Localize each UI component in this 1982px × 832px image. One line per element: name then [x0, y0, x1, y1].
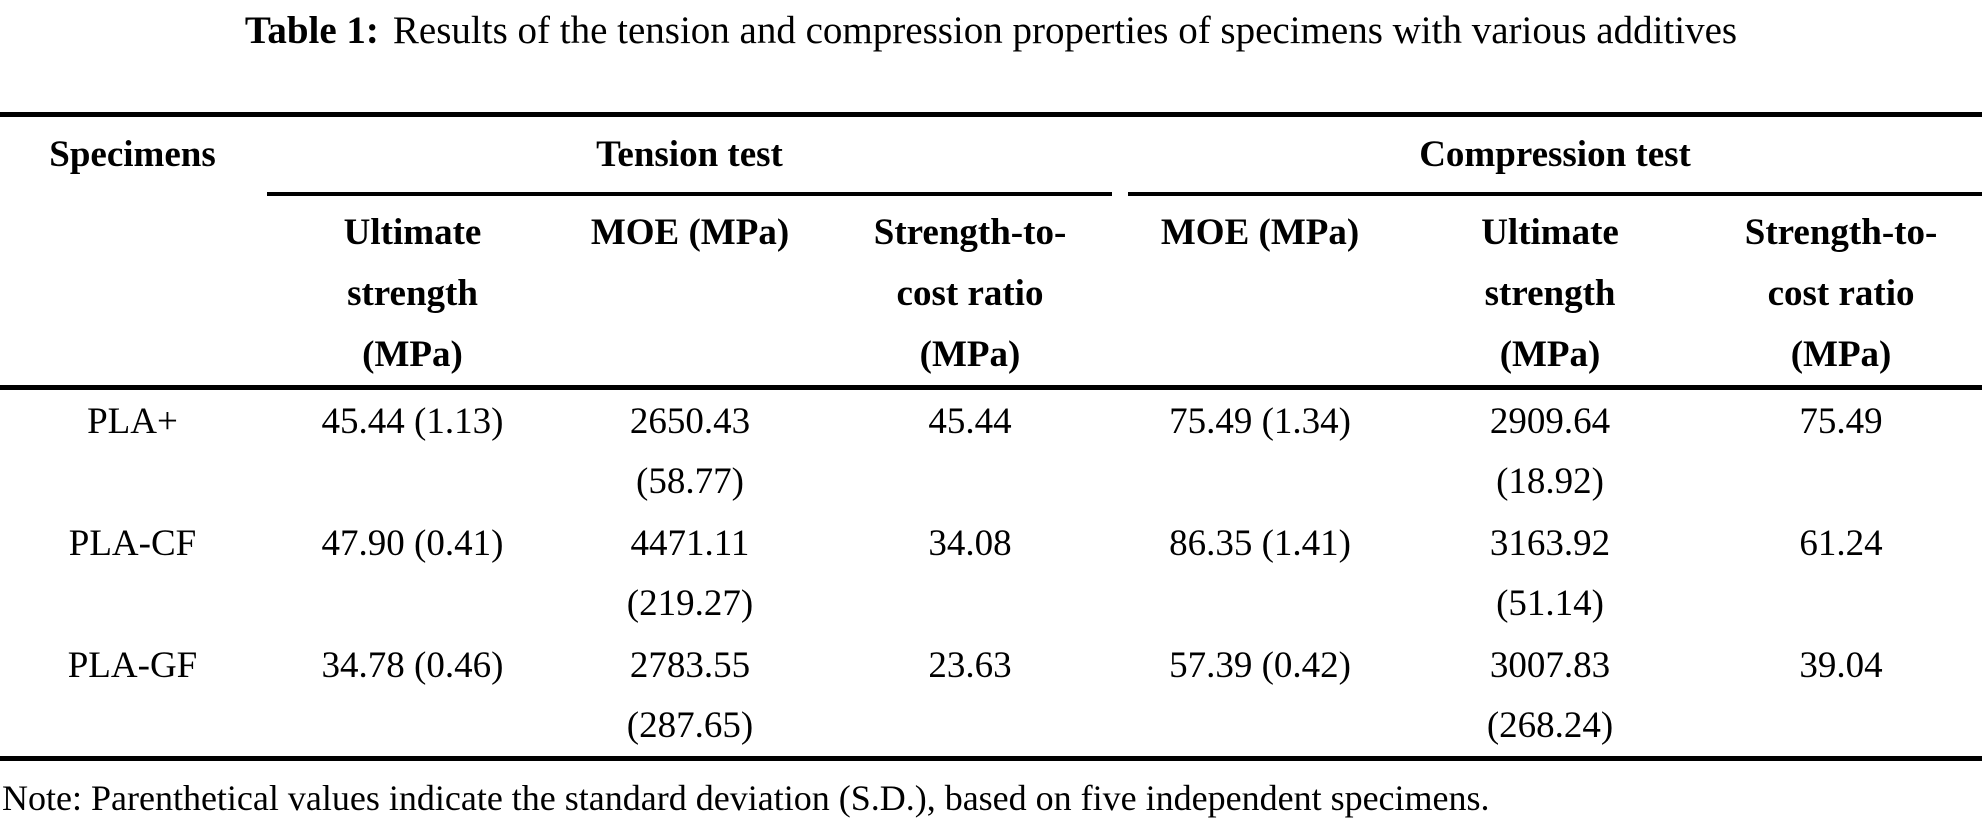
- subheader-line: Ultimate: [1481, 212, 1619, 253]
- cell-value-line: 34.08: [928, 523, 1012, 564]
- cell-value-line: PLA-GF: [67, 645, 198, 686]
- cell-tension-strength-to-cost: 34.08: [820, 512, 1120, 634]
- subheader-line: Strength-to-: [1744, 212, 1938, 253]
- cell-sd-line: (287.65): [626, 705, 754, 746]
- subheader-line: (MPa): [362, 334, 463, 375]
- subheader-line: (MPa): [919, 334, 1021, 375]
- cell-value-line: 3007.83: [1489, 645, 1611, 686]
- subheader-compression-ultimate-strength: Ultimate strength (MPa): [1400, 196, 1701, 390]
- cell-value-line: 57.39 (0.42): [1169, 645, 1351, 686]
- cell-compression-moe: 86.35 (1.41): [1120, 512, 1400, 634]
- cell-value-line: 86.35 (1.41): [1169, 523, 1351, 564]
- results-table: Specimens Tension test Compression test …: [0, 112, 1982, 761]
- cell-value-line: 61.24: [1799, 523, 1883, 564]
- cell-compression-ultimate: 2909.64 (18.92): [1400, 388, 1700, 513]
- table-caption-text: Results of the tension and compression p…: [392, 9, 1738, 52]
- cell-value-line: 45.44 (1.13): [321, 401, 504, 442]
- subheader-line: cost ratio: [896, 273, 1044, 314]
- cell-compression-strength-to-cost: 75.49: [1700, 388, 1982, 513]
- group-header-compression: Compression test: [1120, 115, 1982, 196]
- compression-group-rule: Compression test: [1128, 117, 1982, 196]
- cell-tension-moe: 2650.43 (58.77): [560, 388, 820, 513]
- cell-value-line: 23.63: [928, 645, 1012, 686]
- table-row-pla-gf: PLA-GF 34.78 (0.46) 2783.55 (287.65) 23.…: [0, 634, 1982, 759]
- cell-compression-ultimate: 3007.83 (268.24): [1400, 634, 1700, 759]
- cell-value-line: PLA+: [87, 401, 178, 442]
- subheader-tension-moe: MOE (MPa): [560, 196, 820, 390]
- cell-value-line: 45.44: [928, 401, 1012, 442]
- subheader-line: MOE (MPa): [1160, 212, 1360, 253]
- cell-compression-moe: 57.39 (0.42): [1120, 634, 1400, 759]
- subheader-tension-ultimate-strength: Ultimate strength (MPa): [265, 196, 560, 390]
- cell-value-line: PLA-CF: [68, 523, 197, 564]
- cell-compression-strength-to-cost: 39.04: [1700, 634, 1982, 759]
- table-row-pla-plus: PLA+ 45.44 (1.13) 2650.43 (58.77) 45.44 …: [0, 388, 1982, 513]
- header-specimens: Specimens: [0, 114, 265, 390]
- cell-sd-line: (219.27): [626, 583, 754, 624]
- cell-sd-line: (18.92): [1496, 461, 1604, 502]
- cell-specimen: PLA-CF: [0, 512, 265, 634]
- cell-specimen: PLA-GF: [0, 634, 265, 759]
- cell-value-line: 47.90 (0.41): [321, 523, 504, 564]
- subheader-line: Ultimate: [343, 212, 482, 253]
- cell-value-line: 75.49: [1799, 401, 1883, 442]
- table-body: PLA+ 45.44 (1.13) 2650.43 (58.77) 45.44 …: [0, 388, 1982, 759]
- group-header-tension: Tension test: [265, 115, 1120, 196]
- subheader-line: (MPa): [1790, 334, 1892, 375]
- subheader-tension-strength-to-cost: Strength-to- cost ratio (MPa): [820, 196, 1121, 390]
- cell-tension-moe: 4471.11 (219.27): [560, 512, 820, 634]
- cell-specimen: PLA+: [0, 388, 265, 513]
- cell-compression-ultimate: 3163.92 (51.14): [1400, 512, 1700, 634]
- subheader-compression-moe: MOE (MPa): [1120, 196, 1401, 390]
- cell-value-line: 39.04: [1799, 645, 1883, 686]
- table-caption: Table 1: Results of the tension and compr…: [0, 0, 1982, 112]
- subheader-compression-strength-to-cost: Strength-to- cost ratio (MPa): [1700, 196, 1982, 390]
- subheader-line: Strength-to-: [873, 212, 1067, 253]
- subheader-line: strength: [347, 273, 478, 314]
- cell-tension-ultimate: 34.78 (0.46): [265, 634, 560, 759]
- cell-value-line: 2650.43: [629, 401, 751, 442]
- cell-compression-moe: 75.49 (1.34): [1120, 388, 1400, 513]
- cell-value-line: 4471.11: [630, 523, 750, 564]
- cell-value-line: 75.49 (1.34): [1169, 401, 1351, 442]
- header-sub-row: Ultimate strength (MPa) MOE (MPa) Streng…: [0, 196, 1982, 390]
- cell-value-line: 2909.64: [1489, 401, 1611, 442]
- group-header-compression-label: Compression test: [1419, 134, 1691, 175]
- table-row-pla-cf: PLA-CF 47.90 (0.41) 4471.11 (219.27) 34.…: [0, 512, 1982, 634]
- cell-value-line: 2783.55: [629, 645, 751, 686]
- cell-sd-line: (268.24): [1486, 705, 1614, 746]
- cell-value-line: 34.78 (0.46): [321, 645, 504, 686]
- table-caption-label: Table 1:: [244, 9, 379, 52]
- cell-sd-line: (51.14): [1496, 583, 1604, 624]
- cell-tension-ultimate: 47.90 (0.41): [265, 512, 560, 634]
- cell-tension-moe: 2783.55 (287.65): [560, 634, 820, 759]
- cell-sd-line: (58.77): [636, 461, 744, 502]
- table-note: Note: Parenthetical values indicate the …: [2, 778, 1490, 818]
- subheader-line: (MPa): [1499, 334, 1601, 375]
- cell-compression-strength-to-cost: 61.24: [1700, 512, 1982, 634]
- group-header-tension-label: Tension test: [596, 134, 783, 175]
- tension-group-rule: Tension test: [267, 117, 1113, 196]
- subheader-line: MOE (MPa): [590, 212, 790, 253]
- table-header: Specimens Tension test Compression test …: [0, 114, 1982, 390]
- cell-tension-strength-to-cost: 45.44: [820, 388, 1120, 513]
- cell-tension-strength-to-cost: 23.63: [820, 634, 1120, 759]
- subheader-line: cost ratio: [1767, 273, 1915, 314]
- subheader-line: strength: [1484, 273, 1616, 314]
- cell-tension-ultimate: 45.44 (1.13): [265, 388, 560, 513]
- header-group-row: Specimens Tension test Compression test: [0, 114, 1982, 390]
- cell-value-line: 3163.92: [1489, 523, 1611, 564]
